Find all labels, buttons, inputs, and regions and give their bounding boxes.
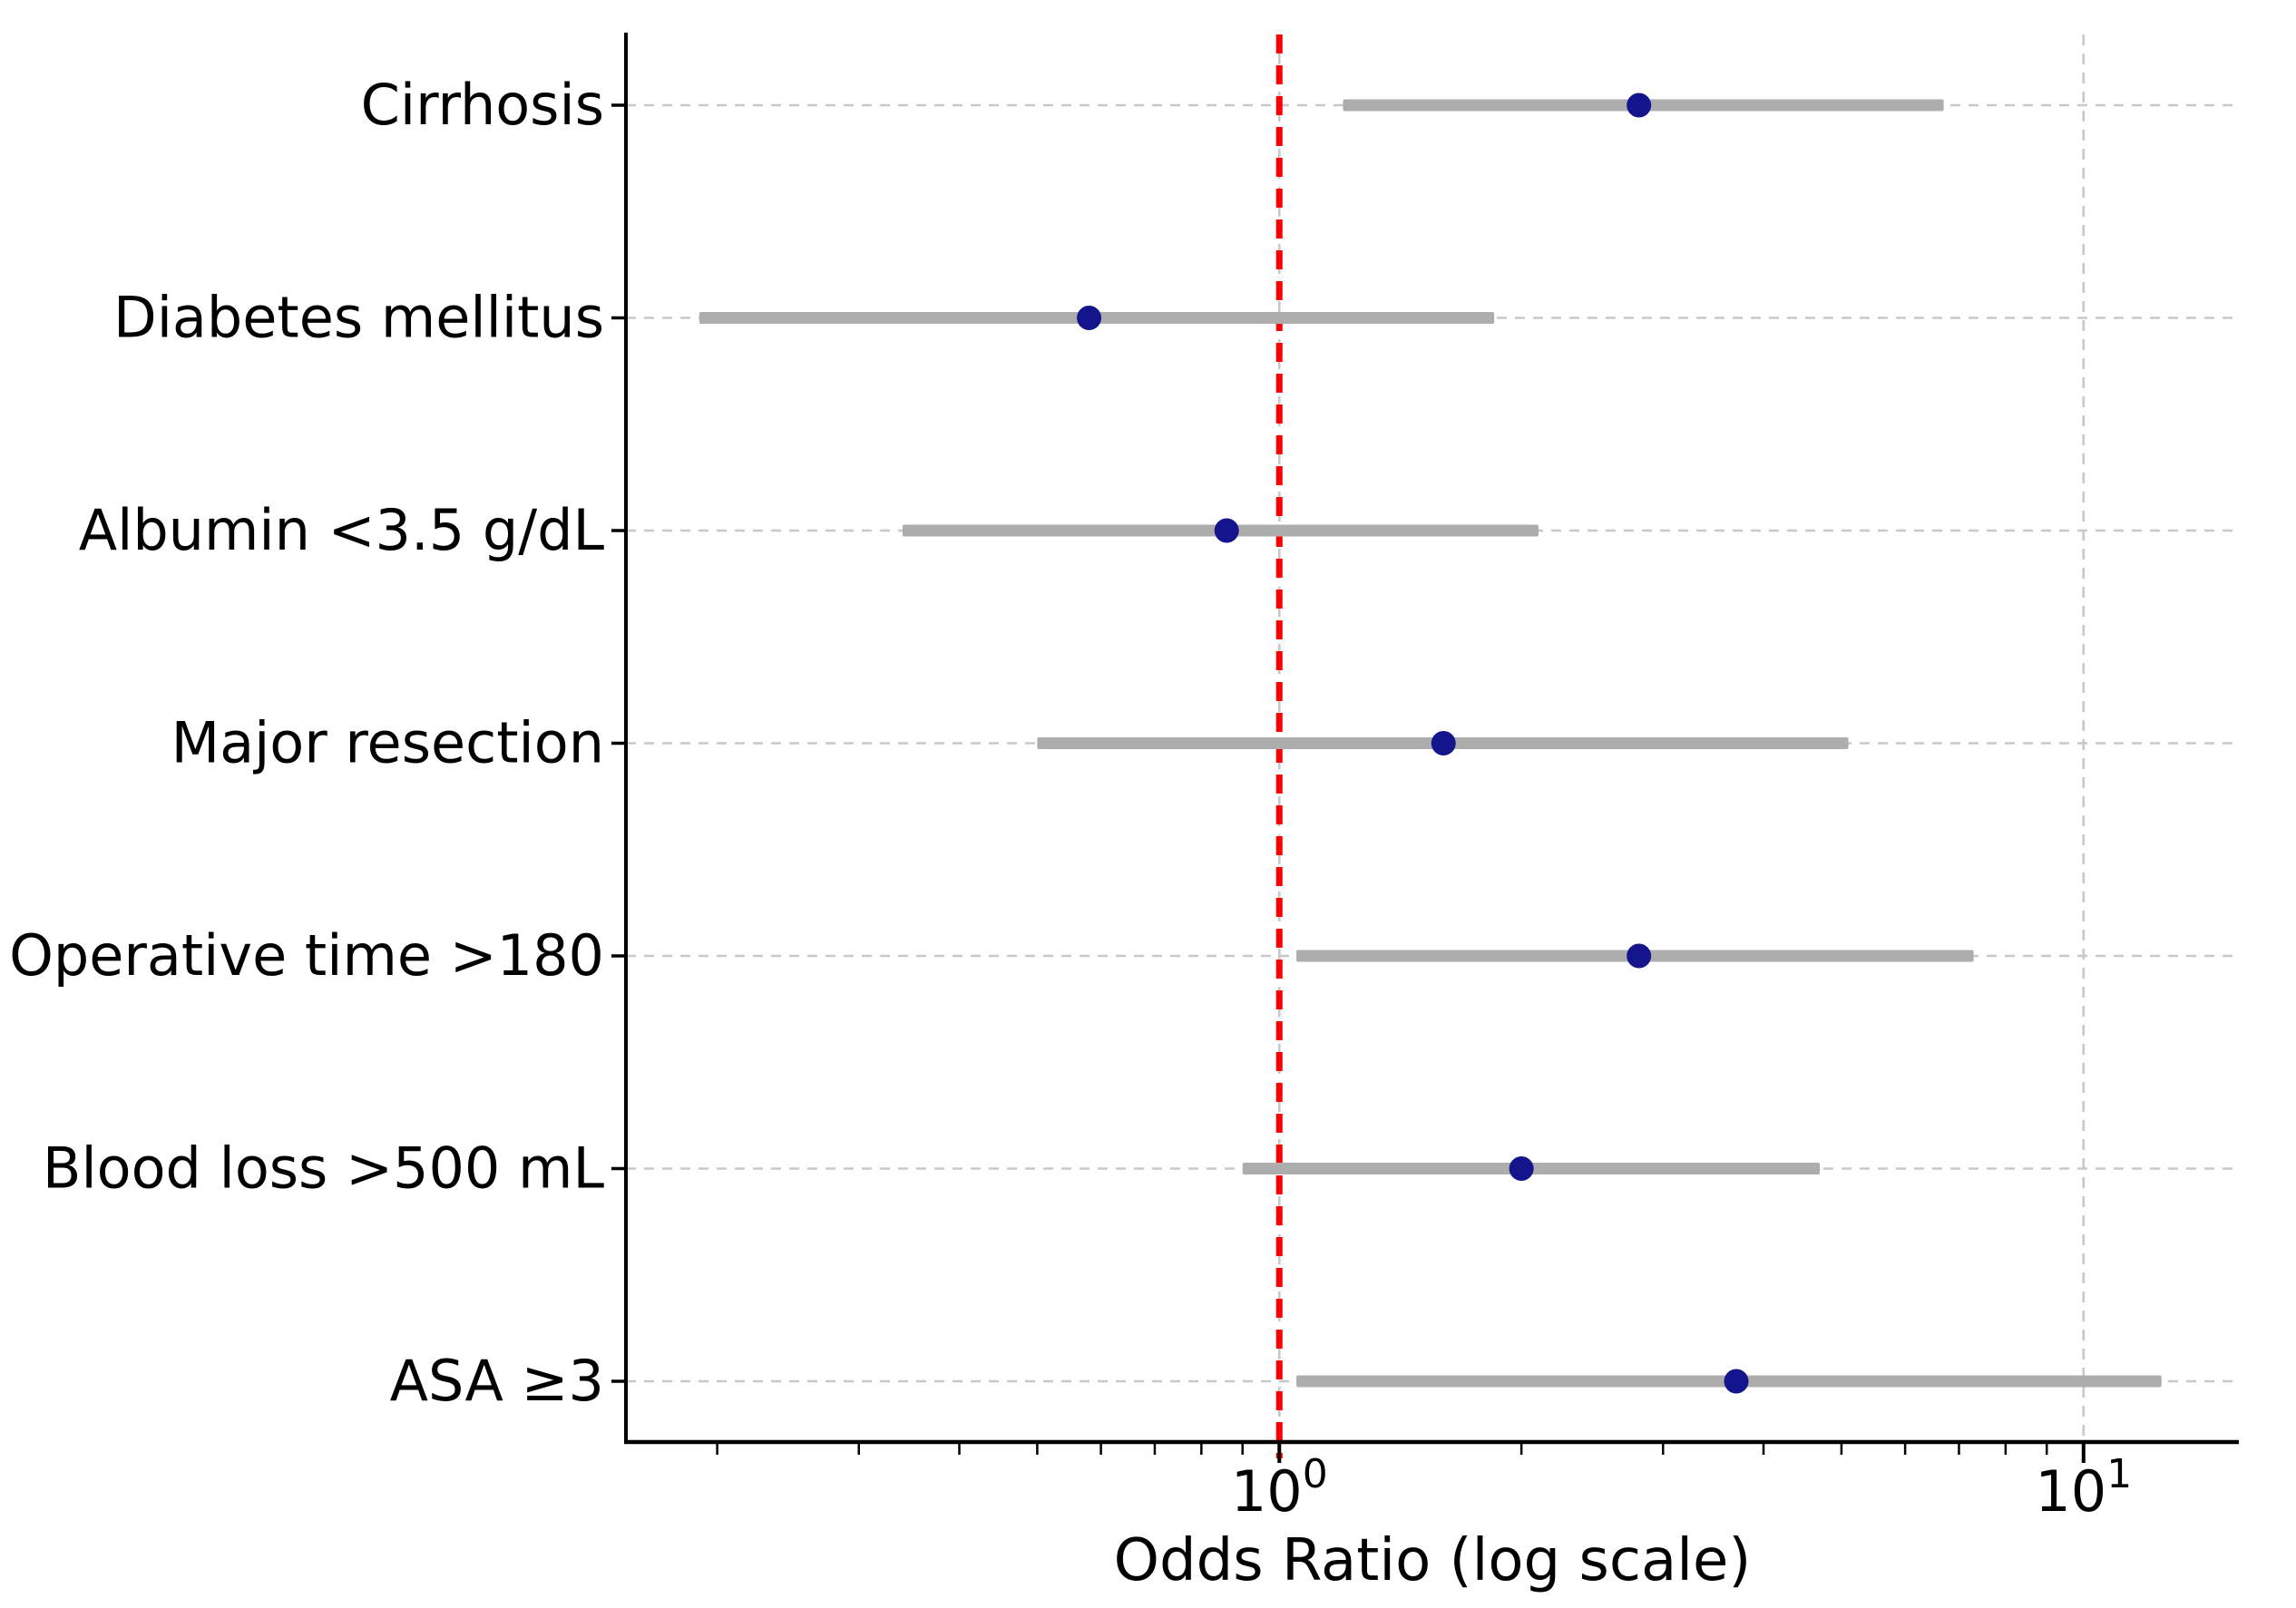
category-label: Operative time >180 [9, 922, 604, 989]
category-label: Blood loss >500 mL [43, 1135, 605, 1202]
or-marker [1724, 1369, 1749, 1394]
or-marker [1627, 93, 1652, 118]
or-markers [1077, 93, 1749, 1394]
x-tick-label: 101 [2035, 1451, 2132, 1525]
or-marker [1077, 306, 1102, 330]
category-label: Cirrhosis [361, 72, 604, 138]
x-axis-title: Odds Ratio (log scale) [1114, 1527, 1752, 1594]
category-label: ASA ≥3 [390, 1348, 604, 1414]
or-marker [1214, 518, 1239, 543]
category-label: Albumin <3.5 g/dL [79, 497, 605, 563]
x-tick-label: 100 [1231, 1451, 1328, 1525]
or-marker [1431, 731, 1456, 755]
x-tick-labels: 100 101 [1231, 1451, 2132, 1525]
category-labels: Cirrhosis Diabetes mellitus Albumin <3.5 g… [9, 72, 604, 1414]
or-marker [1627, 943, 1652, 969]
category-label: Major resection [171, 710, 604, 776]
axes-spines [624, 33, 2239, 1445]
category-label: Diabetes mellitus [113, 285, 604, 351]
axis-ticks [611, 103, 2086, 1463]
or-marker [1509, 1156, 1534, 1181]
